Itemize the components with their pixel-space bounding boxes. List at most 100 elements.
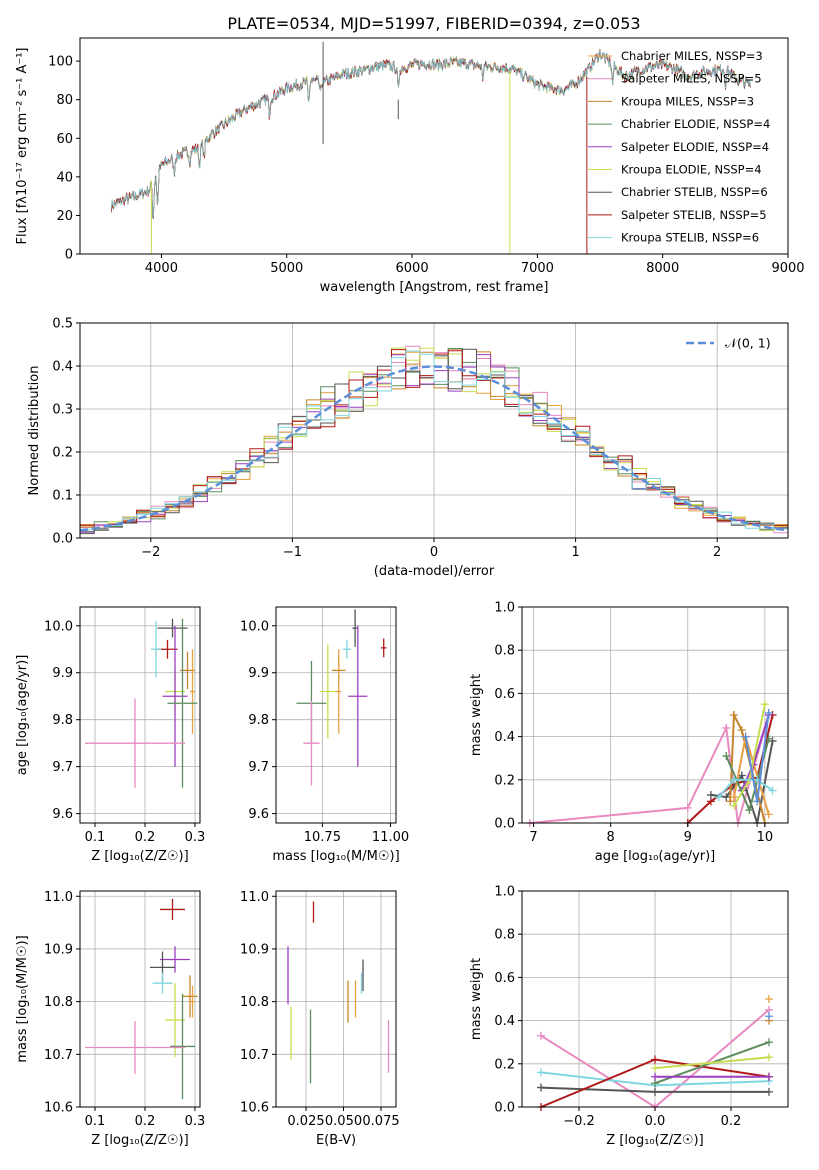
y-tick-label: 0.4 [494,730,515,745]
y-tick-label: 10.6 [44,1101,73,1116]
x-tick-label: 0.050 [325,1114,362,1129]
y-tick-label: 9.9 [52,666,73,681]
y-axis-label: age [log₁₀(age/yr)] [15,655,30,776]
weight-point-marker [537,1083,545,1092]
x-tick-label: 0.1 [85,830,106,845]
legend-label: Chabrier STELIB, NSSP=6 [621,185,768,199]
y-tick-label: 0 [65,248,73,263]
weight-point-marker [722,752,731,761]
x-axis-label: Z [log₁₀(Z/Z☉)] [91,849,188,864]
x-tick-label: −1 [283,545,302,560]
legend-label: 𝒩(0, 1) [725,336,771,351]
weight-point-marker [764,708,773,717]
y-tick-label: 9.8 [248,713,269,728]
y-tick-label: 9.7 [248,760,269,775]
y-tick-label: 0.0 [494,1101,515,1116]
weight-point-marker [741,732,750,741]
legend-label: Chabrier ELODIE, NSSP=4 [621,117,770,131]
y-tick-label: 9.9 [248,666,269,681]
y-tick-label: 0.8 [494,928,515,943]
y-tick-label: 10.9 [240,942,269,957]
y-axis-label: mass weight [469,674,484,756]
y-tick-label: 9.6 [248,807,269,822]
residuals-panel: 𝒩(0, 1) −2 −1 0 1 2 0.0 0.1 0.2 0.3 0.4 0.5 (data-mo… [27,317,789,579]
legend-label: Kroupa MILES, NSSP=3 [621,94,754,108]
y-tick-label: 0.6 [494,971,515,986]
weight-vs-age-panel: 7 8 9 10 0.0 0.2 0.4 0.6 0.8 1.0 age [log₁₀(age/yr… [469,601,789,864]
y-axis-label: Flux [fλ10⁻¹⁷ erg cm⁻² s⁻¹ A⁻¹] [15,48,30,245]
y-tick-label: 0.5 [52,317,73,332]
x-tick-label: 0.1 [85,1114,106,1129]
x-tick-label: 10.75 [304,830,341,845]
x-tick-label: 0.3 [185,830,206,845]
age-vs-z-panel: 0.1 0.2 0.3 9.6 9.7 9.8 9.9 10.0 Z [log₁₀(Z/Z☉)]… [15,606,206,864]
x-axis-label: wavelength [Angstrom, rest frame] [320,280,549,295]
plot-frame [521,606,789,824]
weight-series-line [654,1056,770,1070]
y-tick-label: 10.6 [240,1101,269,1116]
x-tick-label: −2 [141,545,160,560]
weight-vs-z-panel: −0.2 0.0 0.2 0.0 0.2 0.4 0.6 0.8 1.0 Z [log₁₀(Z/Z… [469,885,789,1148]
weight-point-marker [730,711,739,719]
weight-point-marker [753,797,762,806]
x-tick-label: 0.2 [721,1114,742,1129]
y-tick-label: 9.8 [52,713,73,728]
y-tick-label: 0.2 [52,446,73,461]
x-axis-label: E(B-V) [316,1133,356,1148]
spectrum-series-line [110,49,751,218]
weight-point-marker [651,1055,659,1064]
x-tick-label: 9000 [771,261,804,276]
plot-frame [275,606,397,824]
weight-point-marker [730,775,739,784]
x-tick-label: 11.00 [372,830,409,845]
x-tick-label: 0.075 [362,1114,399,1129]
legend-label: Chabrier MILES, NSSP=3 [621,49,763,63]
x-tick-label: 7000 [521,261,554,276]
x-tick-label: 5000 [270,261,303,276]
y-tick-label: 80 [56,93,73,108]
y-tick-label: 60 [56,132,73,147]
y-tick-label: 0.6 [494,687,515,702]
y-tick-label: 11.0 [44,890,73,905]
x-tick-label: 8000 [646,261,679,276]
figure-title: PLATE=0534, MJD=51997, FIBERID=0394, z=0… [227,14,640,33]
legend-label: Salpeter ELODIE, NSSP=4 [621,140,769,154]
y-axis-label: mass weight [469,958,484,1040]
y-tick-label: 0.4 [494,1014,515,1029]
y-tick-label: 10.8 [44,995,73,1010]
y-tick-label: 1.0 [494,601,515,616]
weight-point-marker [714,793,723,802]
x-axis-label: mass [log₁₀(M/M☉)] [272,849,399,864]
x-tick-label: 4000 [145,261,178,276]
x-tick-label: 8 [607,830,615,845]
age-vs-mass-panel: 10.75 11.00 9.6 9.7 9.8 9.9 10.0 mass [log₁₀(M/… [240,606,409,864]
y-tick-label: 40 [56,170,73,185]
mass-vs-ebv-panel: 0.025 0.050 0.075 10.6 10.7 10.8 10.9 11.0 E(B-V… [240,890,400,1148]
weight-point-marker [760,700,769,709]
weight-point-marker [768,786,777,795]
y-axis-label: mass [log₁₀(M/M☉)] [15,935,30,1062]
y-tick-label: 10.7 [240,1048,269,1063]
weight-point-marker [722,793,731,802]
legend-label: Salpeter MILES, NSSP=5 [621,72,762,86]
weight-point-marker [651,1087,659,1096]
y-tick-label: 0.0 [52,532,73,547]
mass-vs-z-panel: 0.1 0.2 0.3 10.6 10.7 10.8 10.9 11.0 Z [log₁₀(Z/… [15,890,205,1148]
y-tick-label: 10.7 [44,1048,73,1063]
weight-point-marker [730,801,739,810]
weight-point-marker [683,803,692,812]
x-tick-label: 0.025 [287,1114,324,1129]
y-tick-label: 9.6 [52,807,73,822]
spectrum-panel: Chabrier MILES, NSSP=3 Salpeter MILES, NS… [15,37,805,295]
legend-label: Kroupa ELODIE, NSSP=4 [621,163,762,177]
y-tick-label: 0.1 [52,489,73,504]
x-tick-label: 1 [571,545,579,560]
legend-label: Salpeter STELIB, NSSP=5 [621,208,767,222]
weight-point-marker [765,1087,773,1096]
y-tick-label: 100 [48,55,73,70]
x-tick-label: 0.2 [135,830,156,845]
y-tick-label: 11.0 [240,890,269,905]
weight-point-marker [537,1031,545,1040]
y-tick-label: 0.2 [494,1057,515,1072]
x-tick-label: 0 [430,545,438,560]
